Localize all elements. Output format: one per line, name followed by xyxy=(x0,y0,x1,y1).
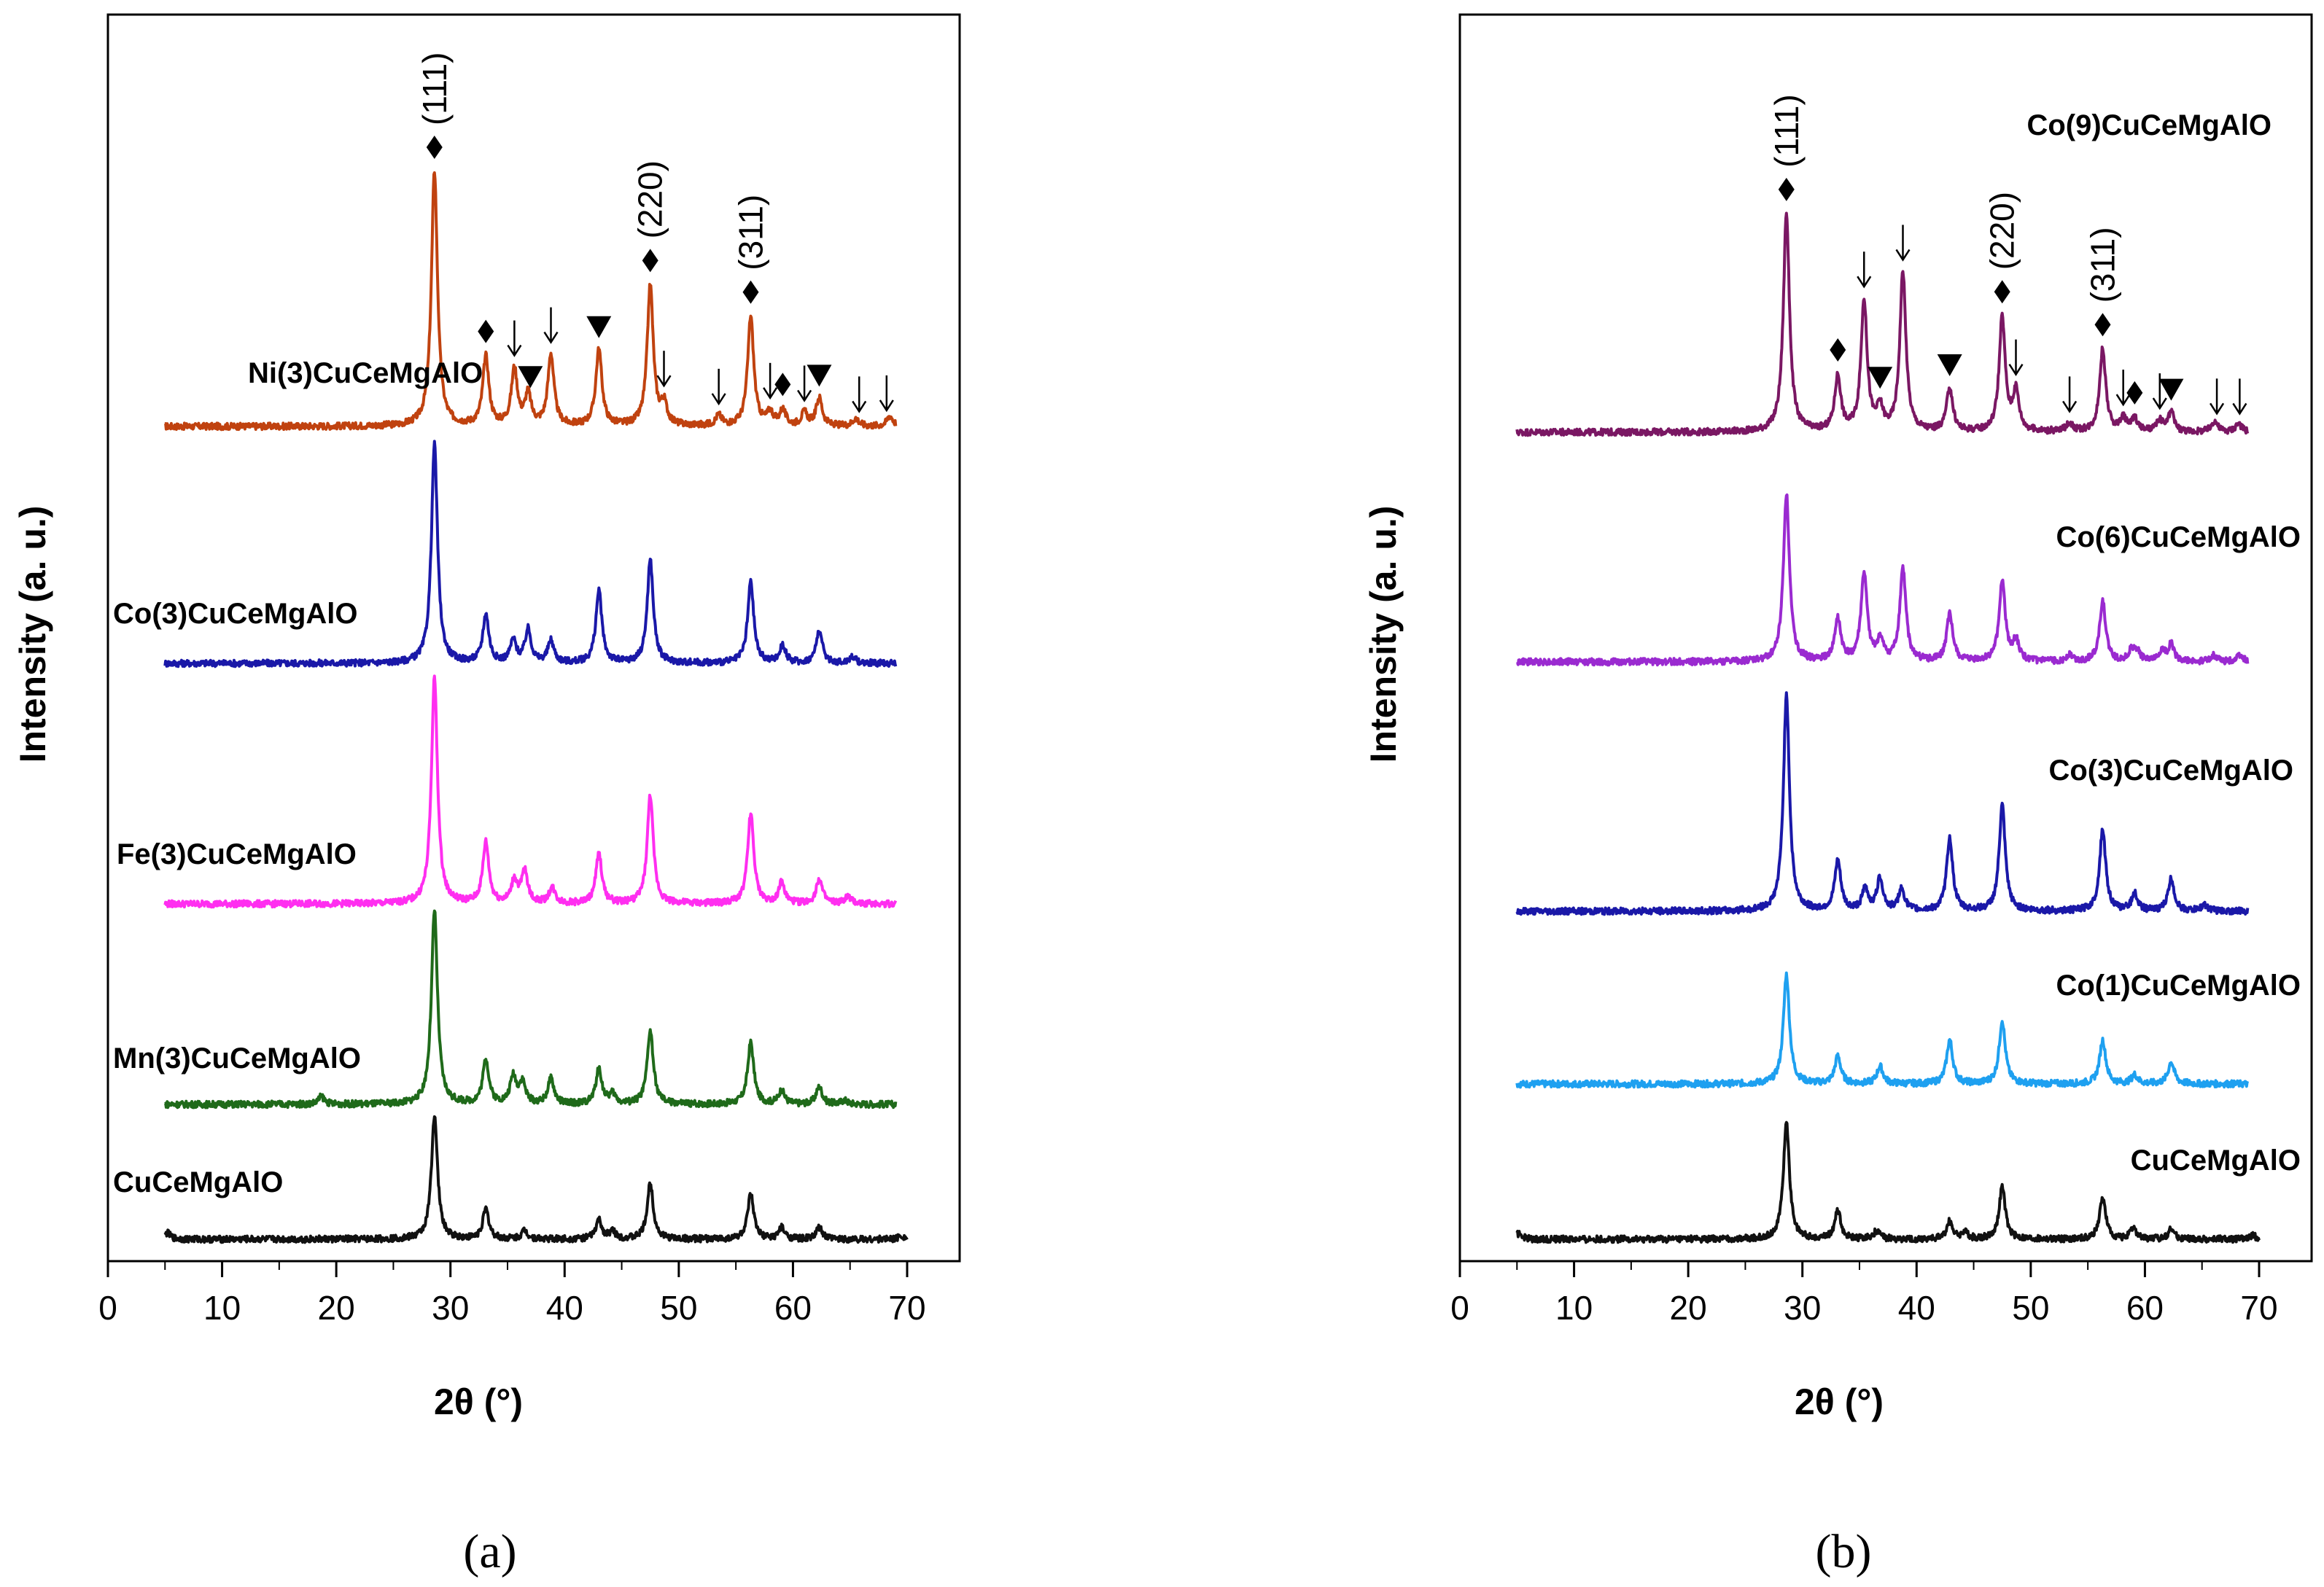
peak-marker-b-14-arrow-head xyxy=(2210,402,2225,416)
peak-marker-b-3-triangle xyxy=(1868,367,1893,389)
series-line-a-2 xyxy=(163,674,898,909)
x-tick-label-a-0: 0 xyxy=(98,1289,117,1327)
tick-layer-b: 0 10 20 30 40 50 60 70 xyxy=(1450,1261,2278,1327)
series-label-a-3: Mn(3)CuCeMgAlO xyxy=(113,1042,361,1075)
x-tick-label-a-10: 10 xyxy=(203,1289,241,1327)
peak-marker-a-2-arrow-head xyxy=(507,344,522,357)
peak-marker-b-13-triangle xyxy=(2158,378,2184,401)
x-axis-title-a: 2θ (°) xyxy=(434,1381,523,1422)
x-tick-label-b-0: 0 xyxy=(1450,1289,1469,1327)
peak-marker-a-7-arrow-head xyxy=(656,375,672,388)
series-line-b-4 xyxy=(1515,1120,2261,1244)
x-axis-title-b: 2θ (°) xyxy=(1795,1381,1884,1422)
series-line-b-2 xyxy=(1515,691,2250,916)
peak-marker-b-9-diamond xyxy=(2094,313,2111,337)
peak-marker-a-0-diamond xyxy=(426,136,443,160)
panel-caption-b: (b) xyxy=(1816,1525,1872,1578)
peak-marker-a-10-arrow-head xyxy=(763,387,778,400)
marker-layer-a: (111) (220) (311) xyxy=(416,52,894,413)
plane-label-b-1: (220) xyxy=(1983,192,2021,270)
x-tick-label-b-60: 60 xyxy=(2126,1289,2164,1327)
plane-label-a-0: (111) xyxy=(416,52,454,125)
x-tick-label-b-20: 20 xyxy=(1670,1289,1707,1327)
x-tick-label-a-50: 50 xyxy=(660,1289,697,1327)
x-tick-label-b-10: 10 xyxy=(1555,1289,1593,1327)
series-label-b-4: CuCeMgAlO xyxy=(2131,1145,2301,1177)
panel-a: Ni(3)CuCeMgAlO Co(3)CuCeMgAlO Fe(3)CuCeMgA… xyxy=(12,13,961,1578)
plane-label-b-0: (111) xyxy=(1768,94,1806,168)
series-label-b-3: Co(1)CuCeMgAlO xyxy=(2056,970,2301,1002)
series-line-a-0 xyxy=(164,171,898,432)
series-line-a-1 xyxy=(163,440,898,668)
x-tick-label-a-60: 60 xyxy=(774,1289,812,1327)
x-tick-label-a-40: 40 xyxy=(546,1289,583,1327)
series-line-b-0 xyxy=(1515,211,2250,437)
y-axis-title-a: Intensity (a. u.) xyxy=(12,506,53,763)
plot-frame-a xyxy=(106,13,961,1263)
peak-marker-a-5-triangle xyxy=(586,316,612,338)
series-label-a-0: Ni(3)CuCeMgAlO xyxy=(248,357,483,389)
plane-label-a-2: (311) xyxy=(731,195,769,270)
series-label-a-1: Co(3)CuCeMgAlO xyxy=(113,598,358,630)
peak-marker-b-2-arrow-head xyxy=(1857,276,1872,289)
peak-marker-b-7-arrow-head xyxy=(2008,363,2024,376)
series-line-a-4 xyxy=(163,1115,909,1244)
peak-marker-b-15-arrow-head xyxy=(2232,402,2247,416)
series-line-b-3 xyxy=(1515,971,2250,1089)
x-tick-label-a-70: 70 xyxy=(888,1289,925,1327)
peak-marker-a-12-arrow-head xyxy=(797,389,812,402)
plot-frame-b xyxy=(1458,13,2313,1263)
x-tick-label-b-30: 30 xyxy=(1784,1289,1821,1327)
peak-marker-a-4-arrow-head xyxy=(543,331,559,344)
x-tick-label-a-20: 20 xyxy=(318,1289,355,1327)
panel-b: Co(9)CuCeMgAlO Co(6)CuCeMgAlO Co(3)CuCeMgA… xyxy=(1363,13,2313,1578)
x-tick-label-a-30: 30 xyxy=(432,1289,469,1327)
peak-marker-a-8-arrow-head xyxy=(711,393,726,406)
series-label-a-2: Fe(3)CuCeMgAlO xyxy=(117,838,357,870)
peak-marker-a-1-diamond xyxy=(478,319,494,343)
peak-marker-b-0-diamond xyxy=(1778,177,1795,201)
panel-caption-a: (a) xyxy=(463,1525,516,1578)
peak-marker-a-11-diamond xyxy=(774,373,791,397)
series-label-b-1: Co(6)CuCeMgAlO xyxy=(2056,521,2301,553)
peak-marker-a-9-diamond xyxy=(742,280,759,304)
peak-marker-b-11-diamond xyxy=(2126,381,2143,405)
x-tick-label-b-70: 70 xyxy=(2240,1289,2277,1327)
peak-marker-b-5-triangle xyxy=(1937,354,1962,377)
peak-marker-b-6-diamond xyxy=(1994,280,2010,304)
series-line-a-3 xyxy=(164,909,898,1110)
peak-marker-b-10-arrow-head xyxy=(2115,394,2131,407)
series-layer-b: Co(9)CuCeMgAlO Co(6)CuCeMgAlO Co(3)CuCeMgA… xyxy=(1515,109,2301,1244)
plane-label-b-2: (311) xyxy=(2083,227,2121,303)
x-tick-label-b-40: 40 xyxy=(1898,1289,1935,1327)
peak-marker-a-13-triangle xyxy=(807,364,832,387)
series-label-b-0: Co(9)CuCeMgAlO xyxy=(2026,109,2271,141)
peak-marker-a-14-arrow-head xyxy=(852,400,867,413)
peak-marker-a-3-triangle xyxy=(518,366,543,389)
series-label-a-4: CuCeMgAlO xyxy=(113,1166,283,1198)
x-tick-label-b-50: 50 xyxy=(2012,1289,2049,1327)
plane-label-a-1: (220) xyxy=(631,160,669,238)
marker-layer-b: (111) (220) (311) xyxy=(1768,94,2247,416)
peak-marker-b-8-arrow-head xyxy=(2062,400,2078,413)
series-label-b-2: Co(3)CuCeMgAlO xyxy=(2048,754,2293,787)
peak-marker-b-1-diamond xyxy=(1830,338,1846,362)
y-axis-title-b: Intensity (a. u.) xyxy=(1363,506,1404,763)
peak-marker-b-12-arrow-head xyxy=(2152,397,2167,410)
peak-marker-b-4-arrow-head xyxy=(1895,249,1911,262)
peak-marker-a-15-arrow-head xyxy=(879,399,894,413)
tick-layer-a: 0 10 20 30 40 50 60 70 xyxy=(98,1261,926,1327)
peak-marker-a-6-diamond xyxy=(642,249,658,273)
series-layer-a: Ni(3)CuCeMgAlO Co(3)CuCeMgAlO Fe(3)CuCeMgA… xyxy=(113,171,909,1244)
series-line-b-1 xyxy=(1515,493,2250,667)
